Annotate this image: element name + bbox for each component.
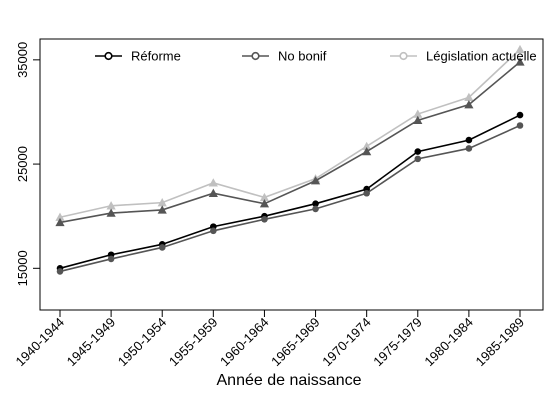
legend-marker (104, 51, 113, 61)
data-point (515, 44, 525, 54)
series-layer (55, 44, 525, 275)
data-point (106, 208, 116, 217)
series-line (59, 48, 521, 219)
data-point (208, 178, 218, 187)
data-point (107, 255, 115, 263)
data-point (515, 57, 525, 66)
data-point (464, 92, 474, 102)
x-tick-label: 1955-1959 (166, 315, 221, 370)
data-point (362, 141, 372, 151)
plot-frame (39, 38, 544, 311)
data-point (465, 145, 473, 152)
data-point (208, 188, 218, 197)
data-point (55, 217, 65, 227)
data-point (464, 100, 474, 109)
x-tick-label: 1950-1954 (115, 315, 170, 370)
x-tick-label: 1980-1984 (421, 315, 476, 370)
legend-label: Législation actuelle (426, 49, 537, 64)
series-line (59, 124, 521, 273)
data-point (310, 176, 321, 185)
data-point (516, 122, 524, 129)
x-axis-label: Année de naissance (217, 372, 362, 389)
x-tick-label: 1975-1979 (370, 315, 425, 370)
data-point (261, 216, 268, 223)
series-2 (55, 44, 525, 221)
data-point (414, 148, 422, 155)
data-point (516, 111, 524, 119)
legend: Réforme No bonif Législation actuelle (95, 49, 537, 64)
data-point (157, 198, 167, 207)
data-point (414, 155, 422, 163)
data-point (157, 205, 167, 214)
data-point (55, 212, 65, 221)
x-tick-label: 1970-1974 (319, 315, 374, 370)
data-point (259, 192, 270, 202)
legend-marker (399, 51, 408, 61)
data-point (413, 109, 423, 118)
y-tick-label: 25000 (15, 146, 30, 182)
data-point (259, 199, 270, 208)
series-line (59, 61, 521, 224)
legend-marker (251, 51, 260, 61)
data-point (465, 136, 473, 144)
series-3 (55, 57, 525, 227)
legend-entry: Législation actuelle (390, 49, 537, 64)
x-axis: 1940-19441945-19491950-19541955-19591960… (13, 310, 528, 370)
y-axis: 15000 25000 35000 (15, 42, 40, 286)
legend-entry: No bonif (242, 49, 327, 64)
series-1 (56, 122, 524, 275)
y-tick-label: 35000 (15, 42, 30, 78)
x-tick-label: 1940-1944 (13, 315, 68, 370)
x-tick-label: 1985-1989 (473, 315, 528, 370)
x-tick-label: 1945-1949 (64, 315, 119, 370)
data-point (56, 268, 64, 275)
legend-label: No bonif (278, 49, 327, 64)
x-tick-label: 1965-1969 (268, 315, 323, 370)
data-point (158, 244, 166, 251)
legend-entry: Réforme (95, 49, 181, 64)
x-tick-label: 1960-1964 (217, 315, 272, 370)
series-line (59, 114, 521, 270)
data-point (312, 200, 319, 207)
y-tick-label: 15000 (15, 250, 30, 286)
data-point (363, 189, 370, 197)
data-point (362, 146, 372, 156)
data-point (106, 201, 116, 210)
data-point (312, 205, 319, 213)
data-point (413, 115, 423, 124)
legend-label: Réforme (131, 49, 181, 64)
data-point (210, 227, 217, 235)
